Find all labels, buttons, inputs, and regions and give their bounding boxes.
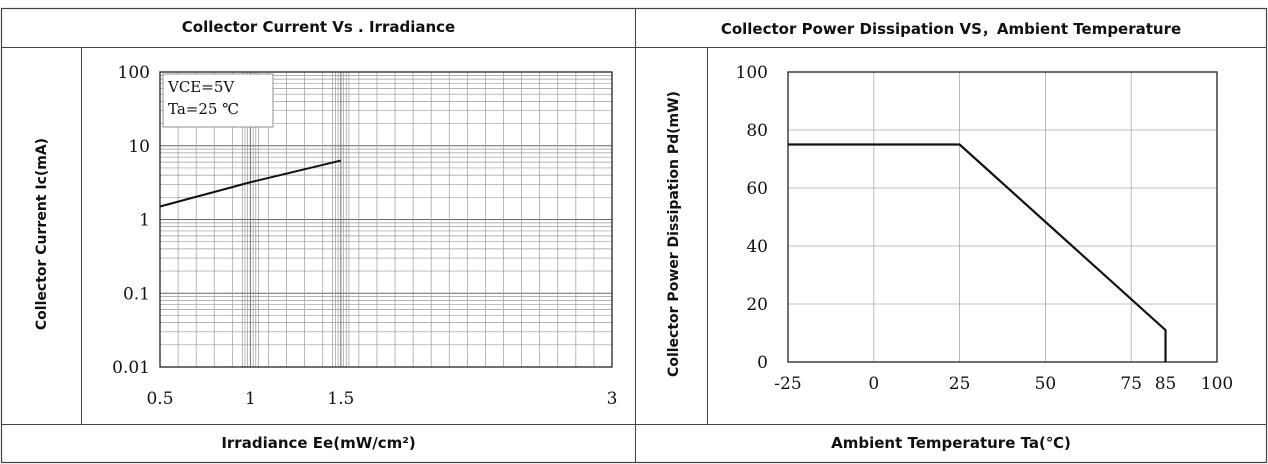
y-tick-label: 0 — [757, 353, 768, 373]
y-tick-label: 10 — [128, 137, 150, 157]
x-tick-label: 0.5 — [146, 389, 173, 409]
x-tick-label: 75 — [1120, 374, 1142, 394]
left-x-axis-label: Irradiance Ee(mW/cm²) — [221, 434, 416, 452]
annotation-text: Ta=25 ℃ — [168, 100, 239, 118]
y-tick-label: 20 — [746, 295, 768, 315]
y-tick-label: 100 — [118, 63, 150, 83]
series-line — [159, 159, 342, 208]
annotation-box — [162, 73, 274, 128]
y-tick-label: 1 — [139, 211, 150, 231]
y-tick-label: 40 — [746, 237, 768, 257]
y-tick-label: 60 — [746, 179, 768, 199]
y-tick-label: 100 — [736, 63, 768, 83]
left-chart-title: Collector Current Vs . Irradiance — [181, 18, 456, 36]
y-tick-label: 80 — [746, 121, 768, 141]
x-tick-label: 100 — [1201, 374, 1233, 394]
x-tick-label: 1.5 — [327, 389, 354, 409]
series-line — [788, 143, 1167, 362]
plot-frame — [159, 71, 613, 368]
x-tick-label: 3 — [607, 389, 618, 409]
x-tick-label: 0 — [868, 374, 879, 394]
x-tick-label: 25 — [949, 374, 971, 394]
right-x-axis-label: Ambient Temperature Ta(℃) — [831, 434, 1071, 452]
plot-frame — [787, 71, 1218, 363]
x-tick-label: 50 — [1035, 374, 1057, 394]
y-tick-label: 0.01 — [112, 358, 150, 378]
x-tick-label: 85 — [1155, 374, 1177, 394]
annotation-text: VCE=5V — [167, 78, 235, 96]
y-tick-label: 0.1 — [123, 284, 150, 304]
right-chart-title: Collector Power Dissipation VS，Ambient T… — [720, 20, 1182, 38]
x-tick-label: -25 — [774, 374, 801, 394]
x-tick-label: 1 — [245, 389, 256, 409]
